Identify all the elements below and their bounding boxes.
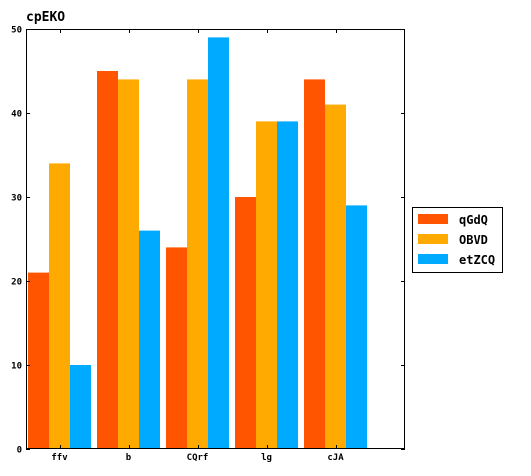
bar-OBVD-ffv [49,163,70,449]
legend-label-etZCQ: etZCQ [459,253,495,267]
bar-qGdQ-b [97,71,118,449]
legend-swatch-OBVD [418,234,448,244]
bar-etZCQ-b [139,230,160,449]
legend-label-OBVD: OBVD [459,233,488,247]
legend-swatch-qGdQ [418,214,448,224]
y-tick-label: 0 [17,446,22,456]
bar-OBVD-lg [256,121,277,450]
y-tick-label: 20 [11,278,22,288]
bar-OBVD-cJA [325,104,346,449]
legend: qGdQ OBVD etZCQ [412,207,503,273]
bar-etZCQ-CQrf [208,37,229,450]
bar-qGdQ-cJA [304,79,325,450]
bar-qGdQ-CQrf [166,247,187,449]
bar-OBVD-CQrf [187,79,208,450]
x-tick-label: b [126,453,132,463]
chart-title: cpEKO [26,10,65,25]
plot-frame [26,29,405,449]
x-tick-label: ffv [51,453,68,463]
x-tick-label: CQrf [187,453,209,463]
bar-OBVD-b [118,79,139,450]
bar-etZCQ-cJA [346,205,367,449]
legend-swatch-etZCQ [418,254,448,264]
y-tick-label: 30 [11,194,22,204]
x-tick-label: cJA [327,453,344,463]
bar-etZCQ-ffv [70,365,91,449]
bar-etZCQ-lg [277,121,298,450]
legend-label-qGdQ: qGdQ [459,213,488,227]
bar-qGdQ-lg [235,197,256,449]
plot-area: 0 10 20 30 40 50 ffv b CQrf lg cJA [11,26,405,463]
y-tick-label: 40 [11,110,22,120]
bar-qGdQ-ffv [28,272,49,449]
y-tick-label: 10 [11,362,22,372]
y-tick-label: 50 [11,26,22,36]
x-tick-label: lg [261,453,272,463]
